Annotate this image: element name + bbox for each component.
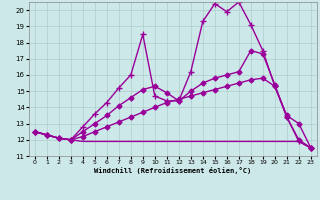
X-axis label: Windchill (Refroidissement éolien,°C): Windchill (Refroidissement éolien,°C) — [94, 167, 252, 174]
